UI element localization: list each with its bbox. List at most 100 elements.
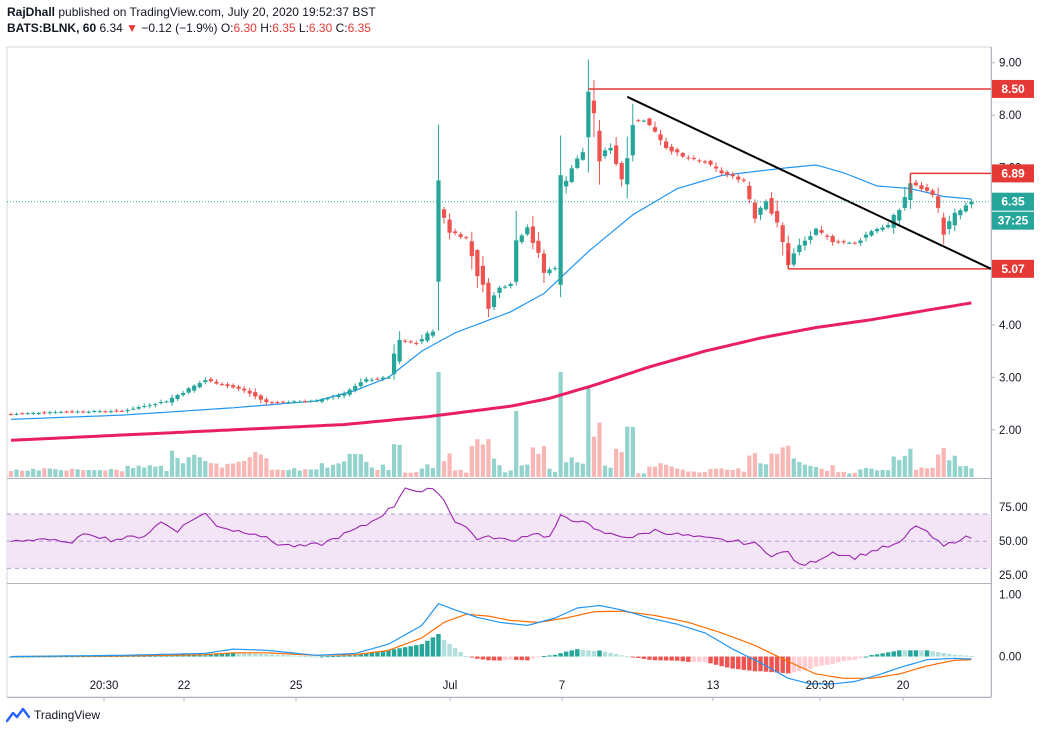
volume-bar [486, 439, 491, 477]
macd-histogram-bar [336, 655, 341, 657]
candle [602, 147, 608, 159]
volume-bar [941, 447, 946, 477]
macd-histogram-bar [8, 656, 14, 658]
candle [652, 121, 658, 133]
volume-bar [86, 470, 91, 477]
candle [64, 410, 69, 414]
candle-body [275, 402, 280, 404]
candle-body [924, 187, 930, 191]
candle-body [453, 231, 458, 233]
candle [852, 241, 857, 245]
candle-body [575, 158, 580, 168]
volume-bar [441, 461, 447, 477]
volume-bar [14, 469, 19, 477]
moving-average-short-line [10, 164, 972, 420]
candle-body [414, 342, 419, 344]
candle-body [647, 118, 652, 126]
candle [292, 399, 297, 404]
volume-bar [836, 472, 841, 477]
volume-bar [119, 471, 125, 477]
time-axis-label: 13 [707, 680, 720, 692]
macd-histogram-bar [847, 656, 852, 661]
candle-body [75, 411, 80, 413]
volume-bar [658, 463, 663, 477]
volume-bar [353, 453, 358, 477]
candle-body [947, 221, 952, 230]
candle [741, 177, 746, 183]
macd-histogram-bar [580, 649, 586, 657]
candle-body [208, 379, 213, 382]
volume-bar [675, 468, 680, 477]
volume-bar [763, 464, 769, 477]
volume-bar [469, 445, 474, 477]
candle [364, 376, 369, 384]
candle-body [719, 170, 724, 174]
volume-bar [97, 470, 102, 477]
candle [541, 249, 547, 284]
volume-bar [791, 458, 796, 477]
macd-histogram-bar [952, 654, 958, 657]
candle-body [847, 242, 852, 244]
candle-body [519, 235, 524, 243]
last-price: 6.34 [99, 21, 123, 35]
volume-bar [236, 461, 241, 477]
volume-bar [780, 447, 785, 477]
candle [880, 224, 885, 232]
candle-body [897, 209, 902, 221]
candle-body [741, 179, 746, 181]
candle [747, 181, 752, 204]
candle-body [169, 397, 175, 403]
candle-body [614, 145, 619, 164]
candle [414, 340, 419, 346]
volume-bar [375, 469, 380, 477]
volume-bar [125, 465, 130, 477]
candle [325, 396, 330, 401]
macd-histogram-bar [941, 652, 946, 657]
macd-histogram-bar [458, 652, 463, 657]
time-axis-label: Jul [443, 680, 458, 692]
macd-histogram-bar [863, 656, 869, 658]
macd-histogram-bar [563, 651, 569, 657]
candle-body [464, 237, 469, 239]
candle [353, 383, 358, 393]
candle [380, 375, 386, 382]
macd-histogram-bar [813, 656, 819, 667]
candle [736, 173, 741, 183]
volume-bar [36, 470, 41, 477]
footer-brand[interactable]: TradingView [34, 708, 101, 722]
macd-histogram-bar [852, 656, 858, 660]
candle [808, 231, 813, 245]
candle-body [697, 160, 702, 162]
macd-histogram-bar [652, 656, 658, 661]
candle [969, 199, 974, 209]
macd-histogram-bar [730, 656, 735, 669]
candle [341, 391, 347, 399]
candle [775, 200, 780, 228]
volume-bar [180, 463, 186, 477]
time-axis-label: 20:30 [806, 680, 835, 692]
author-name[interactable]: RajDhall [7, 5, 56, 19]
close-value: 6.35 [347, 21, 371, 35]
volume-bar [547, 468, 552, 477]
volume-bar [647, 466, 652, 477]
volume-bar [874, 470, 880, 477]
candle [458, 232, 463, 240]
candle-body [591, 100, 597, 114]
macd-histogram-bar [441, 639, 447, 657]
rsi-axis-label: 50.00 [999, 536, 1028, 548]
candle-body [730, 174, 735, 177]
candle [952, 208, 957, 232]
candle-body [64, 411, 69, 413]
candle [375, 377, 380, 381]
high-label: H: [260, 21, 273, 35]
volume-bar [253, 451, 258, 477]
macd-histogram-bar [591, 650, 597, 657]
time-axis-label: 25 [290, 680, 303, 692]
macd-histogram-bar [808, 656, 813, 669]
volume-bar [614, 448, 619, 477]
candle-body [858, 240, 863, 244]
low-label: L: [298, 21, 309, 35]
volume-bar [636, 473, 641, 477]
macd-histogram-bar [674, 656, 680, 661]
